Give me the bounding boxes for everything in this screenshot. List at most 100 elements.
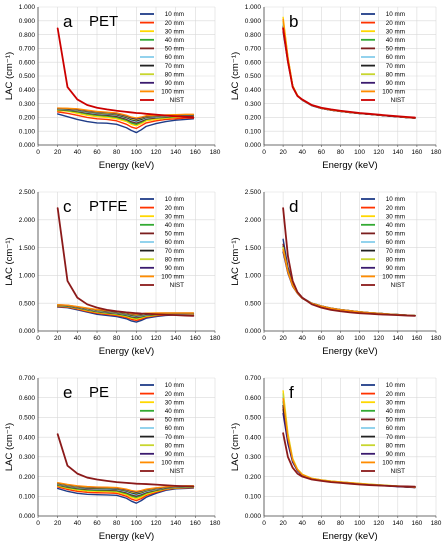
y-tick-label: 0.900: [19, 18, 36, 25]
legend-label: 90 mm: [165, 451, 184, 458]
panel-title: PTFE: [89, 198, 127, 215]
legend-label: 30 mm: [165, 399, 184, 406]
series-line-20-mm: [56, 111, 195, 130]
x-tick-label: 80: [337, 149, 345, 156]
x-tick-label: 20: [54, 335, 62, 342]
y-tick-label: 1.000: [19, 273, 36, 280]
x-tick-label: 60: [318, 335, 326, 342]
legend-label: 70 mm: [165, 63, 184, 70]
x-tick-label: 60: [318, 149, 326, 156]
x-tick-label: 100: [131, 520, 142, 527]
legend-label: 30 mm: [386, 399, 405, 406]
legend-label: 40 mm: [165, 222, 184, 229]
y-tick-label: 0.900: [245, 18, 262, 25]
y-axis-label: LAC (cm⁻¹): [4, 423, 15, 471]
panel-title: PE: [89, 384, 109, 401]
chart-panel-e: 0.000 0.100 0.200 0.300 0.400 0.500 0.600 0.700…: [4, 375, 221, 542]
x-tick-label: 0: [36, 149, 40, 156]
panel-letter: a: [63, 12, 73, 31]
x-tick-label: 0: [36, 520, 40, 527]
x-tick-label: 40: [74, 335, 82, 342]
x-tick-label: 20: [54, 520, 62, 527]
y-tick-label: 0.400: [19, 87, 36, 94]
legend-label: 70 mm: [165, 434, 184, 441]
legend-label: 20 mm: [165, 205, 184, 212]
x-tick-label: 140: [392, 335, 403, 342]
x-tick-label: 40: [74, 149, 82, 156]
x-axis-label: Energy (keV): [322, 346, 377, 357]
y-tick-label: 1.000: [19, 4, 36, 11]
legend-label: 90 mm: [386, 80, 405, 87]
panel-letter: c: [63, 197, 72, 216]
series-line-nist: [56, 27, 195, 119]
y-tick-label: 0.000: [245, 513, 262, 520]
x-tick-label: 0: [262, 335, 266, 342]
x-tick-label: 120: [373, 335, 384, 342]
legend-label: 40 mm: [386, 222, 405, 229]
x-axis-label: Energy (keV): [99, 160, 154, 171]
legend-label: 80 mm: [165, 442, 184, 449]
y-tick-label: 0.000: [245, 142, 262, 149]
legend-label: 60 mm: [165, 425, 184, 432]
legend-label: 40 mm: [386, 37, 405, 44]
x-axis-label: Energy (keV): [99, 531, 154, 542]
x-tick-label: 180: [210, 335, 221, 342]
x-tick-label: 120: [151, 335, 162, 342]
x-tick-label: 20: [54, 149, 62, 156]
legend-label: 80 mm: [165, 256, 184, 263]
y-tick-label: 2.500: [245, 189, 262, 196]
x-tick-label: 120: [151, 149, 162, 156]
x-tick-label: 80: [113, 520, 121, 527]
x-tick-label: 60: [318, 520, 326, 527]
x-tick-label: 120: [151, 520, 162, 527]
legend-label: 50 mm: [165, 231, 184, 238]
legend-label: 100 mm: [161, 89, 184, 96]
series-line-nist: [282, 27, 416, 119]
legend-label: 60 mm: [165, 54, 184, 61]
y-tick-label: 0.500: [245, 73, 262, 80]
y-tick-label: 0.700: [245, 375, 262, 382]
legend-label: 10 mm: [386, 196, 405, 203]
y-tick-label: 2.500: [19, 189, 36, 196]
legend-label: 20 mm: [165, 391, 184, 398]
legend-label: 80 mm: [386, 442, 405, 449]
x-tick-label: 140: [170, 335, 181, 342]
x-tick-label: 0: [262, 149, 266, 156]
x-tick-label: 160: [190, 335, 201, 342]
x-tick-label: 120: [373, 520, 384, 527]
x-tick-label: 140: [392, 149, 403, 156]
legend-label: NIST: [391, 282, 405, 289]
y-tick-label: 0.300: [245, 101, 262, 108]
panel-letter: f: [289, 383, 294, 402]
y-tick-label: 0.400: [245, 434, 262, 441]
legend-label: 20 mm: [386, 205, 405, 212]
legend-label: 60 mm: [386, 239, 405, 246]
x-tick-label: 0: [36, 335, 40, 342]
legend-label: 80 mm: [386, 71, 405, 78]
legend-label: 50 mm: [386, 231, 405, 238]
series-line-100-mm: [56, 481, 195, 493]
x-tick-label: 180: [431, 520, 442, 527]
legend-label: 70 mm: [386, 434, 405, 441]
y-tick-label: 0.600: [245, 59, 262, 66]
y-tick-label: 0.200: [245, 115, 262, 122]
x-tick-label: 100: [354, 520, 365, 527]
y-tick-label: 1.000: [245, 4, 262, 11]
legend-label: NIST: [170, 282, 184, 289]
legend-label: 60 mm: [386, 54, 405, 61]
y-tick-label: 0.300: [19, 101, 36, 108]
legend-label: 90 mm: [165, 265, 184, 272]
chart-panel-f: 0.000 0.100 0.200 0.300 0.400 0.500 0.600 0.700…: [230, 375, 442, 542]
legend-label: 10 mm: [165, 11, 184, 18]
legend-label: 10 mm: [165, 382, 184, 389]
x-axis-label: Energy (keV): [322, 160, 377, 171]
y-axis-label: LAC (cm⁻¹): [230, 237, 241, 285]
legend-label: 20 mm: [165, 20, 184, 27]
x-tick-label: 40: [74, 520, 82, 527]
chart-panel-b: 0.000 0.100 0.200 0.300 0.400 0.500 0.600 0.700…: [230, 4, 442, 171]
